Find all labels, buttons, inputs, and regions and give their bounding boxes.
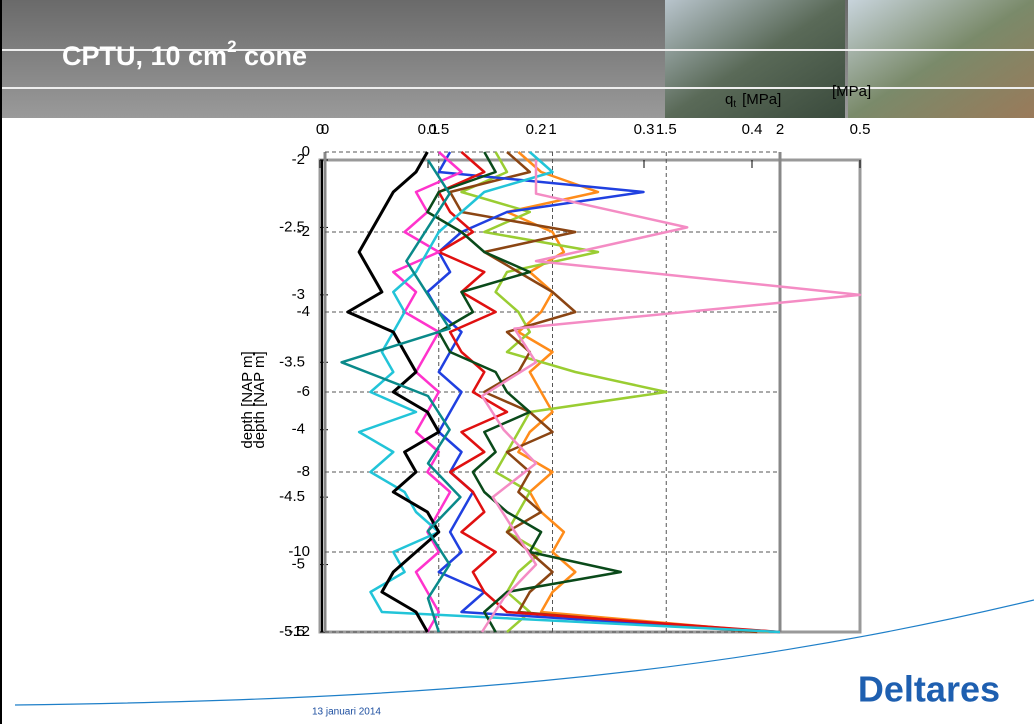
y-tick-label: -4.5	[279, 488, 305, 505]
x-tick-label: 2	[776, 121, 784, 138]
title-sup: 2	[227, 37, 236, 56]
x-tick-label: 0.5	[850, 121, 871, 138]
photo	[848, 0, 1034, 118]
y-tick-label: -3	[292, 286, 305, 303]
x-tick-label: 0.3	[634, 121, 655, 138]
x-tick-label: 0	[321, 121, 329, 138]
x-axis-label: [MPa]	[832, 83, 871, 100]
series-line	[507, 152, 769, 632]
y-axis-label: depth [NAP m]	[251, 351, 268, 448]
logo: Deltares	[858, 669, 1000, 710]
y-tick-label: -10	[288, 543, 310, 560]
y-tick-label: -4	[297, 303, 310, 320]
y-tick-label: -4	[292, 421, 305, 438]
slide: CPTU, 10 cm2 cone 13 januari 2014 Deltar…	[0, 0, 1034, 724]
x-label-unit: [MPa]	[742, 91, 781, 108]
x-label-text: q	[725, 91, 733, 108]
y-tick-label: -3.5	[279, 353, 305, 370]
y-tick-label: -12	[288, 623, 310, 640]
x-label-sub: t	[733, 99, 736, 110]
x-tick-label: 1	[548, 121, 556, 138]
footer-date: 13 januari 2014	[312, 707, 381, 718]
y-tick-label: -6	[297, 383, 310, 400]
x-tick-label: 0.4	[742, 121, 763, 138]
title-text: CPTU, 10 cm	[62, 41, 227, 71]
y-tick-label: -2	[297, 223, 310, 240]
x-tick-label: 0.2	[526, 121, 547, 138]
slide-title: CPTU, 10 cm2 cone	[62, 37, 307, 71]
x-label-text: [MPa]	[832, 83, 871, 100]
y-tick-label: -8	[297, 463, 310, 480]
title-text: cone	[237, 41, 308, 71]
x-tick-label: 1.5	[656, 121, 677, 138]
y-tick-label: 0	[302, 143, 310, 160]
x-tick-label: 0.5	[428, 121, 449, 138]
